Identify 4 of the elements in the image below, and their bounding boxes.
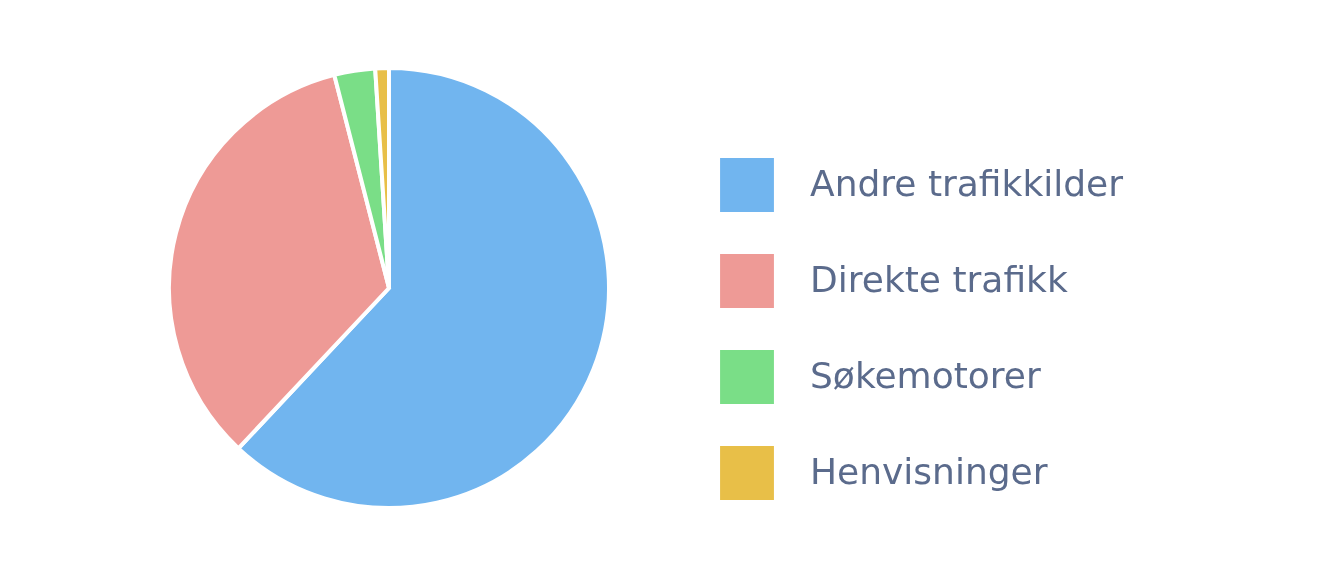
legend-label: Søkemotorer [810, 355, 1041, 396]
legend-label: Andre trafikkilder [810, 163, 1124, 204]
legend-label: Henvisninger [810, 451, 1048, 492]
legend-label: Direkte trafikk [810, 259, 1068, 300]
